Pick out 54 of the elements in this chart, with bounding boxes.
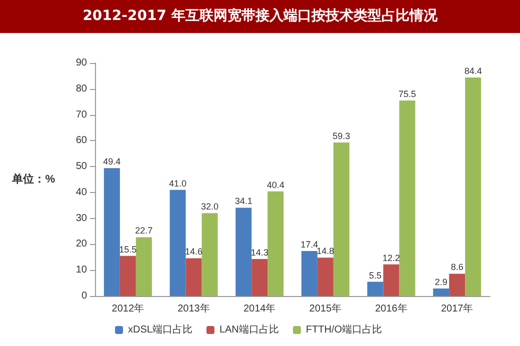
data-label: 59.3 (332, 130, 350, 141)
x-tick-label: 2012年 (112, 302, 144, 314)
bar (170, 190, 186, 296)
y-tick-label: 40 (76, 186, 88, 198)
data-label: 75.5 (398, 89, 416, 100)
bar (252, 258, 268, 296)
bar (301, 250, 318, 296)
chart-title: 2012-2017 年互联网宽带接入端口按技术类型占比情况 (0, 0, 520, 33)
data-label: 2.9 (434, 276, 448, 287)
bar (317, 258, 334, 296)
bar (449, 274, 466, 296)
legend-label: LAN端口占比 (219, 324, 279, 336)
bar (236, 208, 252, 296)
bar (433, 288, 450, 296)
y-tick-label: 90 (76, 58, 88, 68)
y-tick-label: 0 (81, 290, 88, 302)
data-label: 17.4 (300, 239, 318, 250)
y-tick-label: 10 (76, 264, 88, 276)
bar (104, 168, 120, 296)
legend-label: xDSL端口占比 (128, 324, 192, 336)
data-label: 22.7 (135, 226, 153, 236)
x-tick-label: 2016年 (375, 302, 408, 314)
bar (120, 256, 136, 296)
bar (367, 282, 384, 296)
bar (333, 142, 350, 296)
x-tick-label: 2017年 (440, 302, 474, 314)
data-label: 14.6 (184, 246, 203, 257)
x-tick-label: 2015年 (309, 302, 342, 314)
data-label: 8.6 (450, 262, 464, 272)
bar (136, 237, 152, 296)
bar (465, 78, 482, 296)
bar (399, 100, 416, 296)
y-tick-label: 20 (76, 238, 88, 250)
data-label: 5.5 (368, 270, 382, 280)
bar (383, 264, 400, 296)
y-axis-title: 单位：% (11, 172, 56, 186)
data-label: 40.4 (266, 180, 284, 190)
y-tick-label: 50 (76, 161, 88, 172)
data-label: 32.0 (200, 202, 219, 212)
data-label: 34.1 (234, 196, 252, 206)
y-tick-label: 80 (76, 83, 88, 94)
y-tick-label: 70 (76, 109, 88, 120)
bar (202, 213, 218, 296)
bar (186, 258, 202, 296)
y-tick-label: 60 (76, 135, 88, 146)
data-label: 41.0 (168, 178, 187, 188)
x-tick-label: 2013年 (178, 302, 210, 314)
bar (268, 191, 284, 296)
y-tick-label: 30 (76, 212, 88, 224)
data-label: 12.2 (382, 252, 400, 263)
legend-label: FTTH/O端口占比 (306, 324, 382, 336)
data-label: 84.4 (464, 66, 482, 76)
x-tick-label: 2014年 (243, 302, 276, 314)
data-label: 49.4 (103, 156, 121, 167)
